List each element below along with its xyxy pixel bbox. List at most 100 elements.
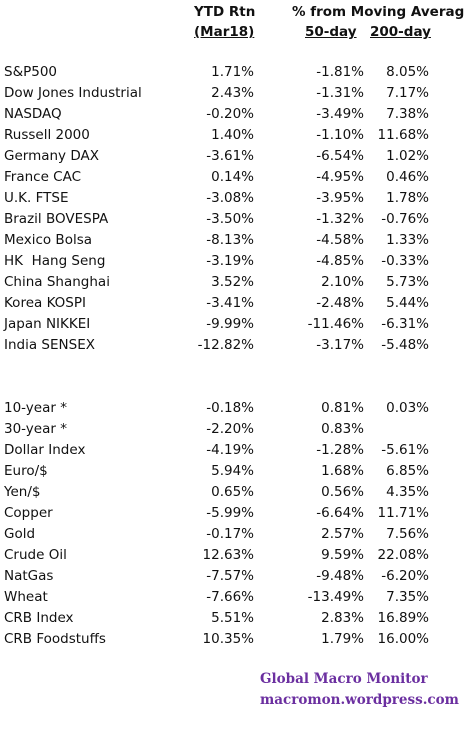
- ytd-value: -4.19%: [206, 442, 254, 458]
- row-label: NASDAQ: [4, 106, 62, 122]
- row-label: Euro/$: [4, 463, 48, 479]
- ma200-value: 1.33%: [386, 232, 429, 248]
- table-row: Russell 2000 1.40% -1.10% 11.68%: [0, 127, 464, 148]
- row-label: HK Hang Seng: [4, 253, 106, 269]
- row-label: Mexico Bolsa: [4, 232, 93, 248]
- ma200-value: 7.56%: [386, 526, 429, 542]
- ytd-header: YTD Rtn: [194, 4, 256, 20]
- row-label: Germany DAX: [4, 148, 99, 164]
- ma50-value: 2.10%: [321, 274, 364, 290]
- table-row: Euro/$ 5.94% 1.68% 6.85%: [0, 463, 464, 484]
- ma50-value: -9.48%: [316, 568, 364, 584]
- ma50-value: 2.57%: [321, 526, 364, 542]
- table-row: CRB Foodstuffs 10.35% 1.79% 16.00%: [0, 631, 464, 652]
- ma50-value: 9.59%: [321, 547, 364, 563]
- table-row: NASDAQ -0.20% -3.49% 7.38%: [0, 106, 464, 127]
- ma50-value: -4.95%: [316, 169, 364, 185]
- ytd-value: 5.94%: [211, 463, 254, 479]
- ytd-value: 1.71%: [211, 64, 254, 80]
- row-label: 10-year *: [4, 400, 67, 416]
- ytd-value: -3.50%: [206, 211, 254, 227]
- ma200-value: 8.05%: [386, 64, 429, 80]
- table-row: 30-year * -2.20% 0.83%: [0, 421, 464, 442]
- ma200-value: -0.76%: [381, 211, 429, 227]
- ytd-value: -3.41%: [206, 295, 254, 311]
- table-row: CRB Index 5.51% 2.83% 16.89%: [0, 610, 464, 631]
- row-label: CRB Foodstuffs: [4, 631, 106, 647]
- ytd-value: -9.99%: [206, 316, 254, 332]
- table-row: India SENSEX -12.82% -3.17% -5.48%: [0, 337, 464, 358]
- ytd-value: -3.19%: [206, 253, 254, 269]
- ma200-value: -6.20%: [381, 568, 429, 584]
- table-row: Crude Oil 12.63% 9.59% 22.08%: [0, 547, 464, 568]
- row-label: Dollar Index: [4, 442, 86, 458]
- footer-url: macromon.wordpress.com: [260, 692, 459, 708]
- ma-50-header: 50-day: [305, 24, 357, 40]
- table-row: Mexico Bolsa -8.13% -4.58% 1.33%: [0, 232, 464, 253]
- table-row: Copper -5.99% -6.64% 11.71%: [0, 505, 464, 526]
- ma200-value: -6.31%: [381, 316, 429, 332]
- table-row: Germany DAX -3.61% -6.54% 1.02%: [0, 148, 464, 169]
- ma50-value: -2.48%: [316, 295, 364, 311]
- row-label: CRB Index: [4, 610, 74, 626]
- ma200-value: 0.46%: [386, 169, 429, 185]
- row-label: France CAC: [4, 169, 82, 185]
- ytd-value: 0.65%: [211, 484, 254, 500]
- ma200-value: 11.71%: [377, 505, 429, 521]
- ytd-value: 12.63%: [202, 547, 254, 563]
- ma50-value: -3.17%: [316, 337, 364, 353]
- ma200-value: 7.17%: [386, 85, 429, 101]
- row-label: Crude Oil: [4, 547, 67, 563]
- ma200-value: 4.35%: [386, 484, 429, 500]
- ma50-value: 0.56%: [321, 484, 364, 500]
- ma200-value: 7.38%: [386, 106, 429, 122]
- ma200-value: -5.61%: [381, 442, 429, 458]
- row-label: Yen/$: [4, 484, 41, 500]
- ma200-value: 5.44%: [386, 295, 429, 311]
- table-row: NatGas -7.57% -9.48% -6.20%: [0, 568, 464, 589]
- ma50-value: -4.85%: [316, 253, 364, 269]
- ma50-value: -13.49%: [307, 589, 364, 605]
- ma50-value: 2.83%: [321, 610, 364, 626]
- table-row: China Shanghai 3.52% 2.10% 5.73%: [0, 274, 464, 295]
- table-row: France CAC 0.14% -4.95% 0.46%: [0, 169, 464, 190]
- ma50-value: -11.46%: [307, 316, 364, 332]
- ma-200-header: 200-day: [370, 24, 431, 40]
- ma50-value: -1.10%: [316, 127, 364, 143]
- row-label: Copper: [4, 505, 53, 521]
- ytd-value: -0.17%: [206, 526, 254, 542]
- ytd-value: 5.51%: [211, 610, 254, 626]
- ytd-value: 2.43%: [211, 85, 254, 101]
- row-label: Gold: [4, 526, 36, 542]
- ma50-value: -1.81%: [316, 64, 364, 80]
- row-label: India SENSEX: [4, 337, 95, 353]
- row-label: Japan NIKKEI: [4, 316, 91, 332]
- ytd-value: -3.61%: [206, 148, 254, 164]
- ma200-value: 16.00%: [377, 631, 429, 647]
- ma50-value: -3.95%: [316, 190, 364, 206]
- table-row: Dow Jones Industrial 2.43% -1.31% 7.17%: [0, 85, 464, 106]
- ma200-value: 7.35%: [386, 589, 429, 605]
- row-label: Wheat: [4, 589, 48, 605]
- table-row: Japan NIKKEI -9.99% -11.46% -6.31%: [0, 316, 464, 337]
- row-label: 30-year *: [4, 421, 67, 437]
- ytd-value: -7.66%: [206, 589, 254, 605]
- ytd-value: -5.99%: [206, 505, 254, 521]
- ma50-value: -6.64%: [316, 505, 364, 521]
- row-label: Brazil BOVESPA: [4, 211, 109, 227]
- row-label: China Shanghai: [4, 274, 110, 290]
- ytd-value: -7.57%: [206, 568, 254, 584]
- ma50-value: -1.28%: [316, 442, 364, 458]
- ma50-value: -1.31%: [316, 85, 364, 101]
- ytd-value: -8.13%: [206, 232, 254, 248]
- table-row: Korea KOSPI -3.41% -2.48% 5.44%: [0, 295, 464, 316]
- ma50-value: 1.68%: [321, 463, 364, 479]
- ma200-value: 0.03%: [386, 400, 429, 416]
- footer-title: Global Macro Monitor: [260, 671, 428, 687]
- ytd-value: -0.20%: [206, 106, 254, 122]
- table-row: Yen/$ 0.65% 0.56% 4.35%: [0, 484, 464, 505]
- ma200-value: 1.02%: [386, 148, 429, 164]
- table-row: Brazil BOVESPA -3.50% -1.32% -0.76%: [0, 211, 464, 232]
- ma200-value: -0.33%: [381, 253, 429, 269]
- table-row: 10-year * -0.18% 0.81% 0.03%: [0, 400, 464, 421]
